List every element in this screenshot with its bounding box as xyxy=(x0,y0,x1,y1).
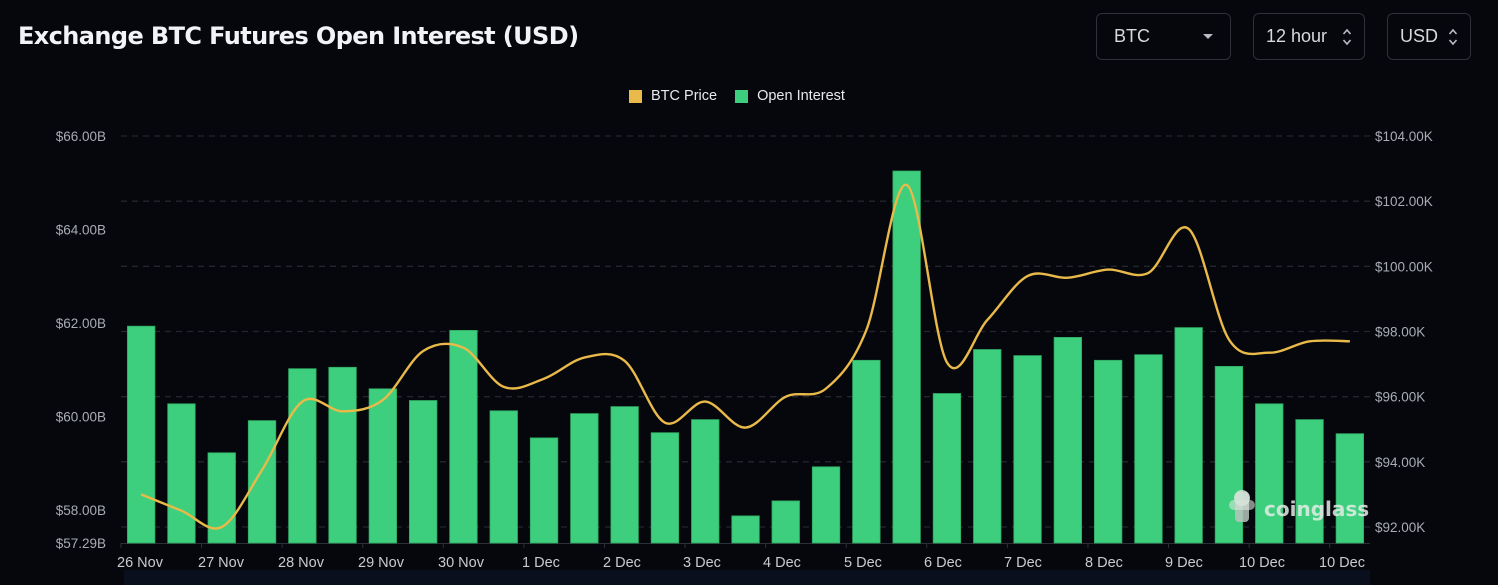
y-left-tick-label: $60.00B xyxy=(56,409,106,424)
oi-bar[interactable] xyxy=(449,329,478,544)
oi-bar[interactable] xyxy=(1335,433,1364,544)
legend-swatch-open-interest xyxy=(735,89,749,103)
oi-bar[interactable] xyxy=(570,413,599,544)
watermark: coinglass xyxy=(1229,490,1369,522)
oi-bar[interactable] xyxy=(408,400,438,544)
interval-select-value: 12 hour xyxy=(1266,26,1328,46)
interval-select[interactable]: 12 hour xyxy=(1253,13,1365,60)
watermark-text: coinglass xyxy=(1264,497,1369,521)
x-tick-label: 7 Dec xyxy=(1004,555,1042,571)
coin-select-value: BTC xyxy=(1114,26,1150,46)
oi-bar[interactable] xyxy=(1053,336,1082,544)
legend-item-open-interest[interactable]: Open Interest xyxy=(735,88,845,104)
oi-bar[interactable] xyxy=(127,325,156,544)
y-right-tick-label: $102.00K xyxy=(1375,194,1433,209)
x-tick-label: 9 Dec xyxy=(1165,555,1203,571)
coin-select[interactable]: BTC xyxy=(1096,13,1231,60)
open-interest-bars xyxy=(127,170,1364,544)
oi-bar[interactable] xyxy=(1255,403,1284,544)
x-tick-label: 26 Nov xyxy=(117,555,164,571)
oi-bar[interactable] xyxy=(1174,327,1203,544)
oi-bar[interactable] xyxy=(610,406,639,544)
x-tick-label: 8 Dec xyxy=(1085,555,1123,571)
y-left-tick-label: $57.29B xyxy=(56,536,106,551)
y-axis-left: $66.00B $64.00B $62.00B $60.00B $58.00B $57.2… xyxy=(56,129,106,551)
oi-bar[interactable] xyxy=(811,466,841,544)
up-down-chevron-icon xyxy=(1448,28,1458,46)
unit-select-value: USD xyxy=(1400,26,1439,46)
x-tick-label: 29 Nov xyxy=(358,555,405,571)
y-right-tick-label: $104.00K xyxy=(1375,129,1433,144)
y-left-tick-label: $64.00B xyxy=(56,223,106,238)
y-right-tick-label: $94.00K xyxy=(1375,455,1425,470)
btc-price-line xyxy=(140,183,1350,530)
oi-bar[interactable] xyxy=(207,452,236,544)
y-right-tick-label: $100.00K xyxy=(1375,259,1433,274)
x-tick-label: 10 Dec xyxy=(1239,555,1285,571)
oi-bar[interactable] xyxy=(288,368,317,544)
legend-label-open-interest: Open Interest xyxy=(757,88,845,104)
legend-label-btc-price: BTC Price xyxy=(651,88,718,104)
y-left-tick-label: $66.00B xyxy=(56,129,106,144)
y-right-tick-label: $96.00K xyxy=(1375,390,1425,405)
oi-bar[interactable] xyxy=(1134,354,1163,544)
x-tick-label: 10 Dec xyxy=(1319,555,1365,571)
y-left-tick-label: $62.00B xyxy=(56,316,106,331)
y-left-tick-label: $58.00B xyxy=(56,503,106,518)
x-tick-label: 27 Nov xyxy=(198,555,245,571)
y-right-tick-label: $98.00K xyxy=(1375,325,1425,340)
oi-bar[interactable] xyxy=(771,500,800,544)
oi-bar[interactable] xyxy=(247,420,277,544)
oi-bar[interactable] xyxy=(892,170,921,544)
legend-swatch-btc-price xyxy=(629,89,642,103)
chart-legend: BTC Price Open Interest xyxy=(629,88,863,104)
x-tick-label: 5 Dec xyxy=(844,555,882,571)
caret-down-icon xyxy=(1203,34,1213,39)
oi-bar[interactable] xyxy=(1013,355,1042,544)
oi-bar[interactable] xyxy=(1094,359,1123,544)
x-tick-label: 2 Dec xyxy=(603,555,641,571)
x-tick-label: 3 Dec xyxy=(683,555,721,571)
legend-item-btc-price[interactable]: BTC Price xyxy=(629,88,717,104)
oi-bar[interactable] xyxy=(731,515,760,544)
y-right-tick-label: $92.00K xyxy=(1375,520,1425,535)
zoom-slider-track[interactable] xyxy=(124,570,1370,585)
x-axis: 26 Nov 27 Nov 28 Nov 29 Nov 30 Nov 1 Dec 2 Dec… xyxy=(117,543,1365,571)
y-axis-right: $104.00K $102.00K $100.00K $98.00K $96.00K $9… xyxy=(1375,129,1433,535)
oi-bar[interactable] xyxy=(932,393,962,544)
oi-bar[interactable] xyxy=(1295,419,1324,544)
x-tick-label: 6 Dec xyxy=(924,555,962,571)
page-title: Exchange BTC Futures Open Interest (USD) xyxy=(18,22,579,50)
oi-bar[interactable] xyxy=(973,349,1002,544)
gridlines xyxy=(121,135,1370,544)
oi-bar[interactable] xyxy=(167,403,196,544)
x-tick-label: 28 Nov xyxy=(278,555,325,571)
x-tick-label: 1 Dec xyxy=(522,555,560,571)
unit-select[interactable]: USD xyxy=(1387,13,1471,60)
oi-bar[interactable] xyxy=(691,419,720,544)
oi-bar[interactable] xyxy=(650,432,680,544)
oi-bar[interactable] xyxy=(368,388,398,544)
up-down-chevron-icon xyxy=(1342,28,1352,46)
oi-bar[interactable] xyxy=(529,437,559,544)
coinglass-logo-icon xyxy=(1229,490,1255,522)
oi-bar[interactable] xyxy=(489,410,518,544)
oi-bar[interactable] xyxy=(328,366,357,544)
oi-bar[interactable] xyxy=(852,359,881,544)
x-tick-label: 4 Dec xyxy=(763,555,801,571)
x-tick-label: 30 Nov xyxy=(438,555,485,571)
